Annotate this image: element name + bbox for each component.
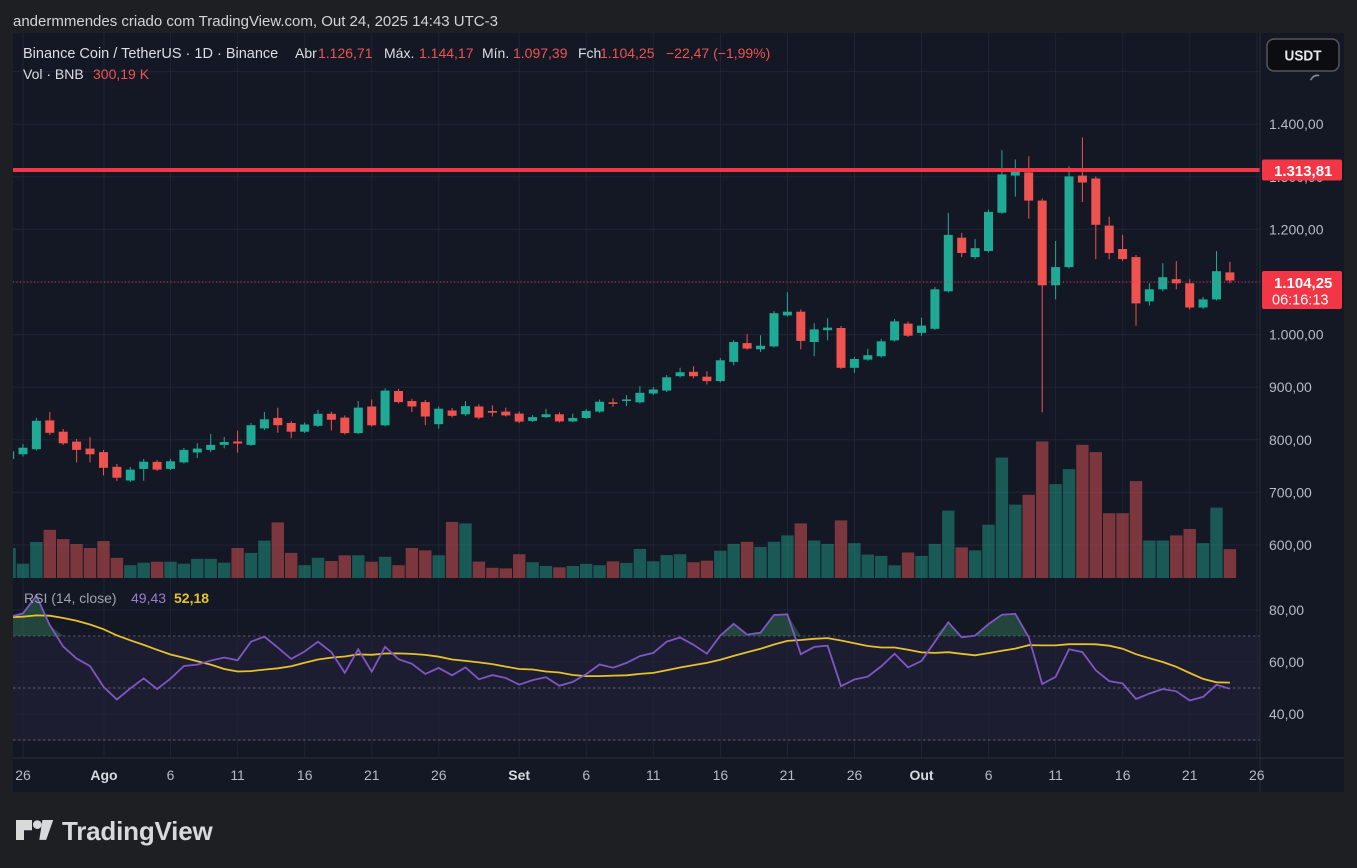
svg-text:1.104,25: 1.104,25	[600, 45, 655, 61]
svg-text:1.313,81: 1.313,81	[1274, 163, 1332, 180]
svg-text:11: 11	[646, 767, 661, 783]
svg-text:60,00: 60,00	[1269, 654, 1304, 670]
svg-text:Set: Set	[508, 767, 530, 783]
svg-text:1.400,00: 1.400,00	[1269, 116, 1324, 132]
svg-text:40,00: 40,00	[1269, 706, 1304, 722]
svg-text:Mín.: Mín.	[482, 45, 509, 61]
svg-text:1.000,00: 1.000,00	[1269, 327, 1324, 343]
svg-text:26: 26	[847, 767, 863, 783]
svg-text:6: 6	[582, 767, 590, 783]
svg-text:andermmendes criado com Tradin: andermmendes criado com TradingView.com,…	[13, 13, 498, 30]
svg-text:16: 16	[713, 767, 729, 783]
svg-text:21: 21	[780, 767, 796, 783]
svg-text:600,00: 600,00	[1269, 537, 1312, 553]
svg-text:16: 16	[1115, 767, 1131, 783]
svg-text:26: 26	[431, 767, 447, 783]
svg-text:Abr: Abr	[295, 45, 317, 61]
svg-text:1.097,39: 1.097,39	[513, 45, 568, 61]
svg-text:Out: Out	[909, 767, 933, 783]
svg-text:06:16:13: 06:16:13	[1272, 293, 1328, 309]
svg-text:49,43: 49,43	[131, 590, 166, 606]
svg-text:Máx.: Máx.	[384, 45, 414, 61]
svg-text:RSI (14, close): RSI (14, close)	[24, 590, 117, 606]
svg-text:21: 21	[364, 767, 380, 783]
svg-text:16: 16	[297, 767, 313, 783]
svg-text:−22,47 (−1,99%): −22,47 (−1,99%)	[666, 45, 770, 61]
svg-text:Vol · BNB: Vol · BNB	[23, 66, 84, 82]
svg-text:Fch: Fch	[578, 45, 601, 61]
svg-text:Binance Coin / TetherUS · 1D ·: Binance Coin / TetherUS · 1D · Binance	[23, 46, 278, 62]
svg-text:1.126,71: 1.126,71	[318, 45, 373, 61]
svg-text:6: 6	[985, 767, 993, 783]
svg-text:TradingView: TradingView	[62, 816, 213, 846]
svg-text:26: 26	[1249, 767, 1265, 783]
svg-text:700,00: 700,00	[1269, 484, 1312, 500]
svg-text:6: 6	[167, 767, 175, 783]
svg-text:1.200,00: 1.200,00	[1269, 221, 1324, 237]
svg-text:26: 26	[15, 767, 31, 783]
svg-text:1.104,25: 1.104,25	[1274, 275, 1332, 292]
svg-text:11: 11	[1048, 767, 1063, 783]
svg-text:900,00: 900,00	[1269, 379, 1312, 395]
svg-text:52,18: 52,18	[174, 590, 209, 606]
svg-text:300,19 K: 300,19 K	[93, 66, 150, 82]
svg-text:21: 21	[1182, 767, 1198, 783]
svg-text:1.144,17: 1.144,17	[419, 45, 474, 61]
svg-text:USDT: USDT	[1285, 48, 1322, 65]
svg-text:80,00: 80,00	[1269, 602, 1304, 618]
svg-text:11: 11	[230, 767, 245, 783]
svg-text:Ago: Ago	[90, 767, 117, 783]
svg-text:800,00: 800,00	[1269, 432, 1312, 448]
